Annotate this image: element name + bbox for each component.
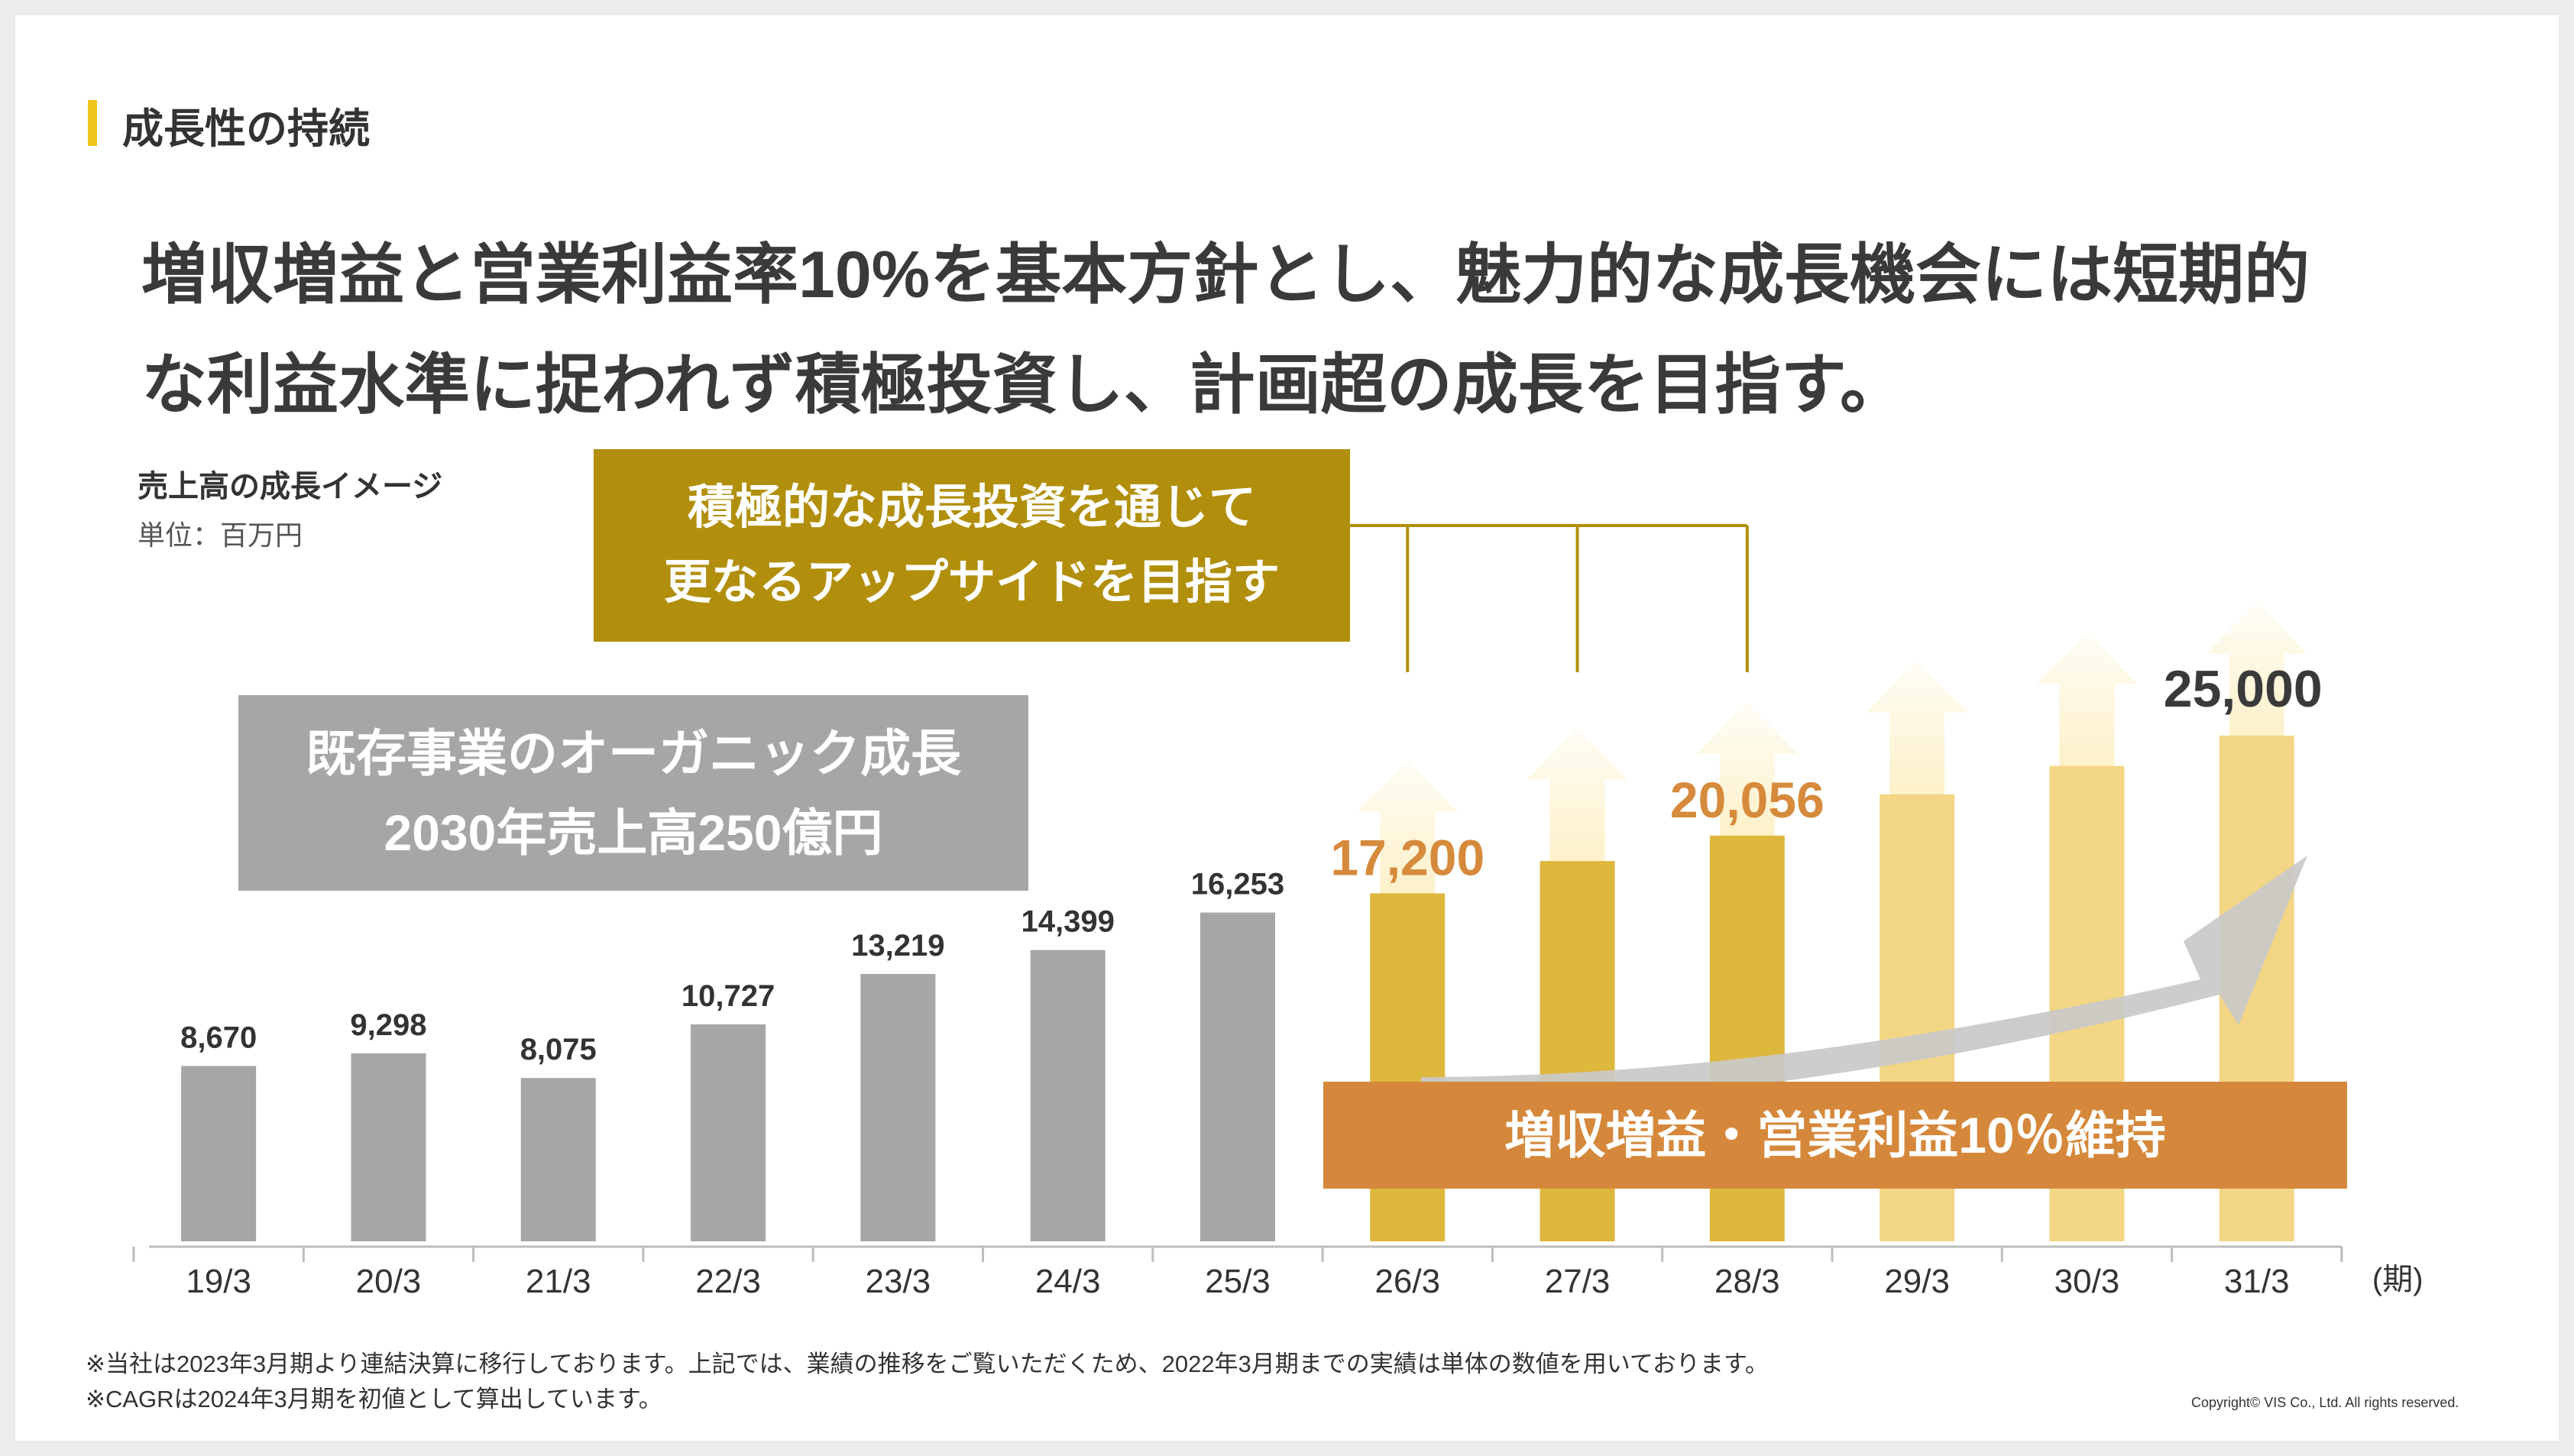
- value-label: 13,219: [851, 929, 944, 963]
- x-tick-label: 31/3: [2224, 1263, 2290, 1300]
- footnote-2: ※CAGRは2024年3月期を初値として算出しています。: [86, 1386, 662, 1412]
- organic-growth-box: 既存事業のオーガニック成長 2030年売上高250億円: [238, 695, 1028, 891]
- x-tick-label: 19/3: [186, 1263, 251, 1300]
- value-label: 14,399: [1021, 905, 1114, 939]
- chart-title: 売上高の成長イメージ: [138, 470, 443, 503]
- bar-24/3: [1030, 950, 1106, 1241]
- investment-box-line-2: 更なるアップサイドを目指す: [663, 556, 1280, 609]
- x-tick-label: 26/3: [1374, 1263, 1440, 1300]
- value-label: 16,253: [1191, 868, 1284, 901]
- investment-bracket: [1350, 524, 1749, 672]
- upside-arrow-26/3: [1357, 759, 1459, 894]
- x-tick-label: 28/3: [1714, 1263, 1780, 1300]
- x-tick-label: 22/3: [695, 1263, 761, 1300]
- x-tick-label: 21/3: [526, 1263, 591, 1300]
- profit-growth-box: 増収増益・営業利益10％維持: [1323, 1082, 2347, 1189]
- headline-line-1: 増収増益と営業利益率10%を基本方針とし、魅力的な成長機会には短期的: [141, 238, 2310, 312]
- value-label: 9,298: [350, 1008, 426, 1042]
- investment-upside-box: 積極的な成長投資を通じて 更なるアップサイドを目指す: [594, 449, 1350, 642]
- bar-20/3: [351, 1053, 426, 1241]
- section-title: 成長性の持続: [122, 106, 370, 152]
- value-label: 25,000: [2164, 660, 2323, 718]
- x-tick-label: 23/3: [866, 1263, 931, 1300]
- chart-unit-label: 単位：百万円: [138, 519, 303, 551]
- value-label: 20,056: [1670, 772, 1824, 828]
- bar-23/3: [860, 973, 936, 1241]
- bar-25/3: [1200, 912, 1275, 1241]
- investment-box-line-1: 積極的な成長投資を通じて: [687, 481, 1256, 534]
- headline-line-2: な利益水準に捉われず積極投資し、計画超の成長を目指す。: [141, 348, 1906, 422]
- upside-arrow-30/3: [2036, 632, 2138, 766]
- value-label: 8,670: [180, 1021, 257, 1054]
- bar-22/3: [691, 1024, 766, 1241]
- value-label: 8,075: [520, 1033, 597, 1066]
- section-accent-bar: [88, 100, 97, 146]
- organic-box-line-1: 既存事業のオーガニック成長: [306, 725, 961, 781]
- x-tick-label: 24/3: [1035, 1263, 1101, 1300]
- upside-arrow-31/3: [2206, 601, 2307, 736]
- copyright: Copyright© VIS Co., Ltd. All rights rese…: [2191, 1395, 2459, 1410]
- bar-26/3: [1370, 893, 1446, 1241]
- x-tick-label: 20/3: [356, 1263, 422, 1300]
- trend-arrow: [1421, 856, 2307, 1106]
- footnote-1: ※当社は2023年3月期より連結決算に移行しております。上記では、業績の推移をご…: [86, 1351, 1769, 1377]
- x-tick-label: 29/3: [1884, 1263, 1950, 1300]
- x-axis: 19/3 20/3 21/3 22/3 23/3 24/3 25/3 26/3 27/3 28/3…: [132, 1245, 2423, 1300]
- upside-arrow-28/3: [1696, 701, 1798, 836]
- x-tick-label: 30/3: [2054, 1263, 2120, 1300]
- value-labels: 8,670 9,298 8,075 10,727 13,219 14,399 16,253 1…: [180, 660, 2323, 1066]
- headline: 増収増益と営業利益率10%を基本方針とし、魅力的な成長機会には短期的 な利益水準…: [141, 220, 2510, 440]
- organic-box-line-2: 2030年売上高250億円: [384, 804, 883, 861]
- trend-arrow-shape: [1421, 856, 2307, 1106]
- x-tick-label: 27/3: [1545, 1263, 1611, 1300]
- upside-arrow-29/3: [1867, 660, 1968, 794]
- value-label: 10,727: [682, 979, 775, 1013]
- x-tick-label: 25/3: [1205, 1263, 1271, 1300]
- bars: [181, 735, 2294, 1241]
- bar-21/3: [520, 1078, 596, 1241]
- upside-arrows: [1357, 601, 2307, 894]
- bar-19/3: [181, 1066, 257, 1241]
- x-unit-label: (期): [2372, 1263, 2423, 1296]
- value-label: 17,200: [1330, 830, 1485, 886]
- revenue-chart: 19/3 20/3 21/3 22/3 23/3 24/3 25/3 26/3 27/3 28/3…: [132, 524, 2423, 1300]
- slide: 成長性の持続 増収増益と営業利益率10%を基本方針とし、魅力的な成長機会には短期…: [15, 15, 2559, 1441]
- upside-arrow-27/3: [1527, 727, 1628, 862]
